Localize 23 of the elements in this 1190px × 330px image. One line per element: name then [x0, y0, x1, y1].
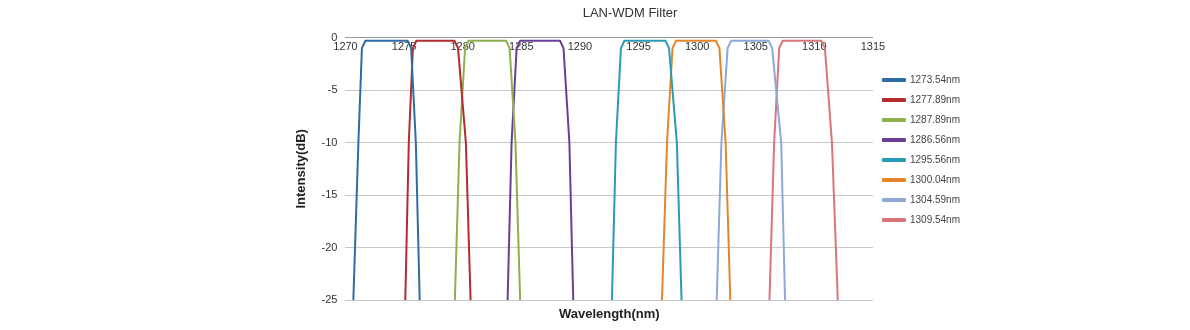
legend-label: 1304.59nm — [909, 193, 961, 205]
x-axis-title: Wavelength(nm) — [558, 306, 660, 322]
legend-label: 1273.54nm — [909, 73, 961, 85]
x-tick-label: 1315 — [860, 40, 886, 53]
y-tick-label: -20 — [321, 240, 338, 253]
x-tick-label: 1270 — [333, 40, 358, 53]
legend-label: 1277.89nm — [909, 93, 961, 105]
y-tick-label: -25 — [321, 293, 338, 306]
x-tick-label: 1295 — [626, 40, 651, 53]
legend-label: 1286.56nm — [909, 133, 961, 145]
legend-label: 1295.56nm — [909, 153, 961, 165]
y-axis-title: Intensity(dB) — [293, 129, 309, 209]
y-tick-label: 0 — [331, 30, 338, 43]
legend-label: 1287.89nm — [909, 113, 961, 125]
y-tick-label: -5 — [327, 83, 338, 96]
y-tick-label: -15 — [321, 188, 338, 201]
y-tick-label: -10 — [321, 135, 338, 148]
x-tick-label: 1290 — [567, 40, 593, 53]
legend-label: 1300.04nm — [909, 173, 961, 185]
legend-label: 1309.54nm — [909, 213, 961, 225]
x-tick-label: 1300 — [684, 40, 710, 53]
chart-title: LAN-WDM Filter — [582, 5, 678, 21]
x-tick-label: 1305 — [743, 40, 768, 53]
